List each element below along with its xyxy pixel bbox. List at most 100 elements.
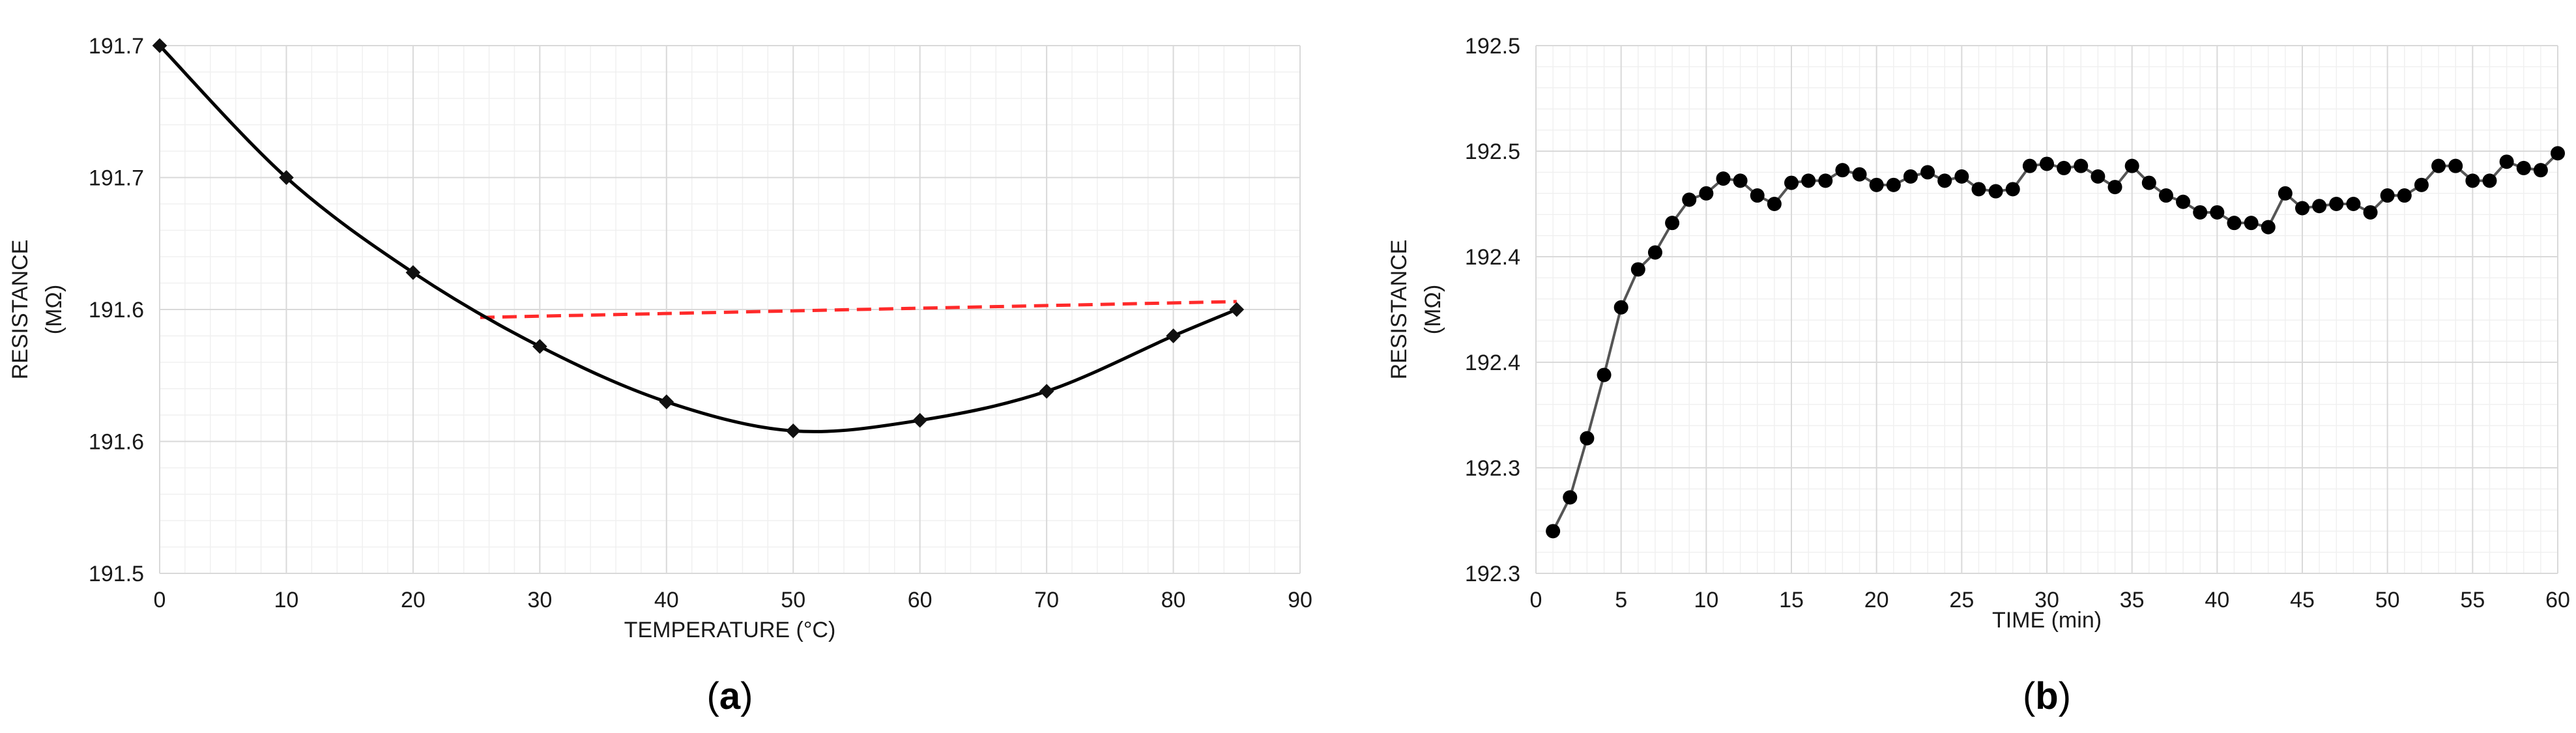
series-line xyxy=(1552,152,2559,532)
y-tick-label: 191.6 xyxy=(89,430,144,455)
x-tick-label: 80 xyxy=(1161,588,1186,612)
x-tick-label: 10 xyxy=(274,588,299,612)
data-point xyxy=(279,170,294,185)
data-point xyxy=(2278,186,2293,201)
data-point xyxy=(1580,431,1595,446)
data-point xyxy=(1971,182,1986,197)
data-point xyxy=(1229,302,1245,317)
data-point xyxy=(2465,173,2480,188)
data-point xyxy=(2329,197,2344,211)
data-point xyxy=(405,265,421,280)
x-tick-label: 30 xyxy=(527,588,552,612)
data-point xyxy=(1699,186,1714,201)
data-point xyxy=(2040,156,2054,171)
x-tick-label: 90 xyxy=(1288,588,1312,612)
data-point xyxy=(2499,154,2514,169)
data-point xyxy=(1716,171,1731,186)
y-tick-label: 191.5 xyxy=(89,562,144,586)
data-point xyxy=(2431,158,2446,173)
data-point xyxy=(1886,177,1901,192)
data-point xyxy=(1614,300,1628,315)
x-tick-label: 10 xyxy=(1694,588,1718,612)
panel-label: (b) xyxy=(2023,675,2071,717)
trend-dashed-line xyxy=(480,300,1237,319)
x-axis-label: TIME (min) xyxy=(1992,608,2102,633)
y-axis-label-line1: RESISTANCE xyxy=(1387,240,1411,380)
y-tick-label: 191.7 xyxy=(89,34,144,59)
x-axis-label: TEMPERATURE (°C) xyxy=(624,618,836,642)
data-point xyxy=(1835,163,1850,178)
panel-label: (a) xyxy=(707,675,753,717)
y-tick-label: 192.5 xyxy=(1465,139,1520,164)
data-point xyxy=(785,423,801,438)
data-point xyxy=(1563,490,1578,505)
chart-panel-b: 0 5 10 15 20 25 30 35 40 45 50 55 60 192.3 192.3 192.4 1… xyxy=(1387,34,2570,717)
x-tick-label: 0 xyxy=(1530,588,1542,612)
data-point xyxy=(1988,184,2003,199)
data-point xyxy=(2261,220,2276,235)
data-point xyxy=(659,394,674,410)
y-axis-label-line1: RESISTANCE xyxy=(8,240,33,380)
x-tick-label: 60 xyxy=(2545,588,2570,612)
data-point xyxy=(2380,188,2395,203)
data-point xyxy=(2005,182,2020,197)
data-point xyxy=(2414,177,2429,192)
x-tick-label: 70 xyxy=(1034,588,1059,612)
x-tick-label: 60 xyxy=(908,588,933,612)
major-grid xyxy=(1535,45,2558,574)
data-point xyxy=(2141,175,2156,190)
data-point xyxy=(1750,188,1765,203)
data-point xyxy=(2057,160,2072,175)
data-point xyxy=(1801,173,1816,188)
x-tick-label: 50 xyxy=(781,588,805,612)
data-point xyxy=(2448,158,2463,173)
data-point xyxy=(1546,524,1561,539)
x-tick-label: 40 xyxy=(2205,588,2229,612)
data-point xyxy=(1767,197,1782,211)
x-tick-label: 20 xyxy=(401,588,426,612)
data-point xyxy=(1852,167,1867,182)
data-point xyxy=(1039,384,1054,399)
data-point xyxy=(2312,199,2327,214)
x-tick-label: 30 xyxy=(2034,588,2059,612)
y-tick-label: 191.6 xyxy=(89,298,144,323)
major-grid xyxy=(159,45,1301,574)
data-point xyxy=(2295,201,2309,216)
data-point xyxy=(2516,160,2531,175)
y-tick-label: 192.4 xyxy=(1465,245,1520,270)
x-tick-label: 45 xyxy=(2290,588,2315,612)
x-tick-label: 25 xyxy=(1949,588,1974,612)
data-point xyxy=(1682,192,1697,207)
y-tick-label: 192.4 xyxy=(1465,351,1520,375)
x-tick-label: 55 xyxy=(2460,588,2485,612)
y-tick-label: 192.5 xyxy=(1465,34,1520,59)
data-point xyxy=(532,339,547,354)
data-point xyxy=(2482,173,2497,188)
data-point xyxy=(1166,328,1181,343)
data-point xyxy=(1597,367,1612,382)
y-tick-label: 192.3 xyxy=(1465,456,1520,481)
y-tick-label: 192.3 xyxy=(1465,562,1520,586)
data-point xyxy=(1630,262,1645,277)
data-point xyxy=(2227,216,2242,231)
x-tick-label: 50 xyxy=(2375,588,2400,612)
data-point xyxy=(2210,205,2225,220)
data-point xyxy=(1920,165,1935,180)
x-tick-label: 15 xyxy=(1779,588,1804,612)
data-point xyxy=(2107,180,2122,195)
data-point xyxy=(1954,169,1969,184)
x-tick-label: 20 xyxy=(1864,588,1889,612)
data-point xyxy=(2193,205,2208,220)
y-axis-label-line2: (MΩ) xyxy=(42,285,66,334)
x-tick-label: 35 xyxy=(2120,588,2145,612)
data-point xyxy=(2533,163,2548,178)
x-tick-label: 5 xyxy=(1615,588,1627,612)
chart-panel-a: 0 10 20 30 40 50 60 70 80 90 191.5 191.6 191.6 191.7 1… xyxy=(8,34,1312,717)
data-point xyxy=(1784,175,1799,190)
data-point xyxy=(2244,216,2259,231)
data-point xyxy=(2158,188,2173,203)
data-point xyxy=(1903,169,1918,184)
data-point xyxy=(2022,158,2037,173)
x-tick-label: 40 xyxy=(654,588,679,612)
